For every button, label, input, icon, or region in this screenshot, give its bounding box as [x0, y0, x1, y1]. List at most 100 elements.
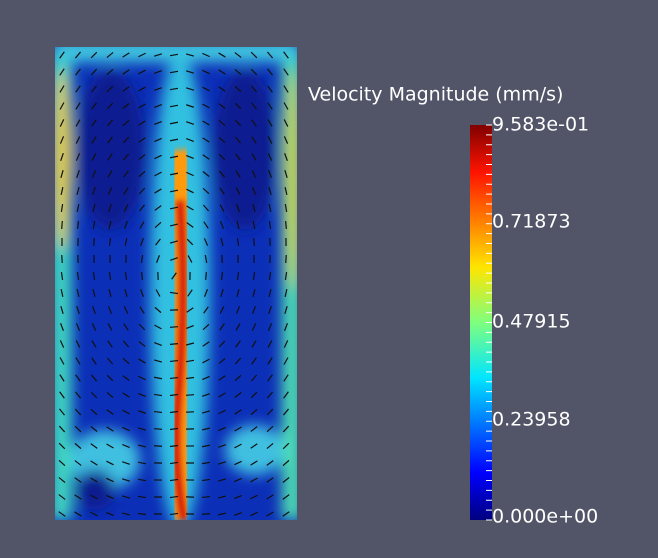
glyph: [121, 512, 131, 516]
glyph: [154, 205, 162, 211]
glyph: [91, 323, 97, 331]
glyph: [201, 444, 211, 448]
glyph: [218, 375, 226, 381]
color-bar-tick-label: 0.000e+00: [492, 506, 598, 528]
glyph: [185, 70, 195, 74]
glyph: [169, 172, 179, 176]
glyph: [154, 221, 162, 229]
glyph: [169, 155, 179, 159]
glyph: [90, 391, 98, 399]
glyph: [236, 220, 240, 230]
glyph: [251, 357, 257, 365]
glyph: [186, 307, 194, 313]
glyph: [202, 120, 210, 126]
glyph: [186, 104, 194, 108]
glyph: [75, 340, 81, 348]
glyph: [218, 153, 226, 161]
glyph: [107, 187, 113, 195]
glyph: [76, 170, 80, 178]
glyph: [74, 477, 82, 483]
glyph: [74, 442, 82, 450]
glyph: [204, 254, 208, 264]
glyph: [203, 289, 209, 297]
glyph: [122, 340, 130, 348]
glyph: [169, 376, 179, 380]
glyph: [218, 461, 226, 465]
glyph: [106, 68, 114, 76]
glyph: [169, 70, 179, 74]
glyph: [138, 86, 146, 92]
glyph: [268, 306, 272, 314]
glyph: [169, 291, 179, 295]
glyph: [169, 359, 179, 363]
glyph: [250, 408, 258, 416]
glyph: [185, 394, 195, 396]
glyph: [138, 103, 146, 109]
glyph: [75, 119, 81, 127]
glyph: [203, 306, 209, 314]
glyph: [250, 460, 258, 466]
glyph: [202, 86, 210, 92]
glyph: [282, 494, 290, 500]
glyph: [217, 512, 227, 516]
glyph: [139, 221, 145, 229]
glyph: [186, 171, 194, 177]
glyph: [187, 289, 193, 297]
glyph: [283, 136, 289, 144]
glyph: [169, 478, 179, 482]
glyph: [75, 85, 81, 93]
glyph: [235, 340, 241, 348]
glyph: [235, 153, 241, 161]
glyph: [153, 428, 163, 430]
glyph: [108, 271, 112, 281]
glyph: [138, 410, 146, 414]
glyph: [252, 203, 256, 213]
glyph: [90, 408, 98, 416]
glyph: [138, 392, 146, 398]
glyph: [122, 426, 130, 432]
glyph: [252, 271, 256, 281]
glyph: [137, 495, 147, 499]
glyph: [234, 136, 242, 144]
glyph: [250, 443, 258, 449]
glyph: [154, 154, 162, 160]
glyph: [203, 221, 209, 229]
glyph: [250, 511, 258, 517]
glyph: [202, 341, 210, 347]
glyph: [59, 85, 65, 93]
glyph: [124, 221, 128, 229]
glyph: [107, 323, 113, 331]
glyph: [185, 376, 195, 380]
color-bar-tick-label: 0.23958: [492, 409, 571, 431]
glyph: [234, 119, 242, 127]
glyph: [219, 306, 225, 314]
glyph: [186, 188, 194, 194]
glyph: [138, 323, 146, 331]
glyph: [185, 342, 195, 346]
glyph: [218, 426, 226, 432]
glyph: [154, 70, 162, 74]
glyph: [267, 340, 273, 348]
glyph: [122, 443, 130, 449]
glyph: [283, 391, 289, 399]
glyph: [219, 204, 225, 212]
glyph: [76, 271, 80, 281]
glyph: [140, 254, 144, 264]
glyph: [60, 186, 64, 196]
glyph: [201, 461, 211, 465]
glyph: [202, 103, 210, 109]
glyph: [141, 271, 143, 281]
glyph: [268, 186, 272, 196]
glyph: [268, 203, 272, 213]
glyph: [74, 408, 82, 416]
glyph: [58, 459, 66, 467]
glyph: [106, 391, 114, 399]
glyph: [60, 203, 64, 213]
glyph: [139, 306, 145, 314]
glyph: [169, 512, 179, 516]
glyph: [284, 305, 288, 315]
glyph: [218, 357, 226, 365]
glyph: [203, 238, 209, 246]
glyph: [169, 138, 179, 142]
glyph: [92, 288, 96, 298]
